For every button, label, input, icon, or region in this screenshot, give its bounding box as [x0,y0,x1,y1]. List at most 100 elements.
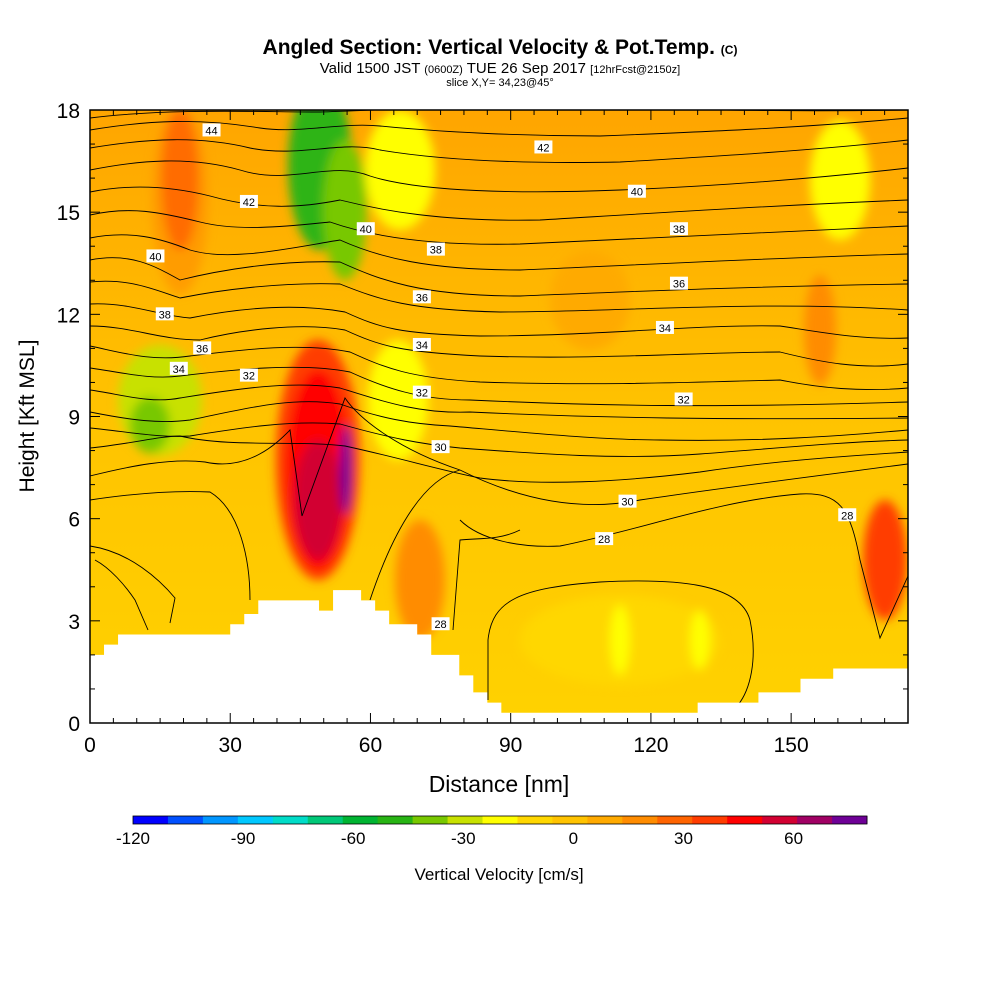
colorbar-swatch [272,816,309,824]
contour-label: 32 [412,385,431,400]
contour-label: 40 [146,249,165,263]
y-tick-label: 15 [57,202,80,225]
contour-label-box [838,508,857,522]
y-tick-label: 9 [68,407,80,430]
colorbar-tick-label: -120 [116,829,150,848]
contour-label: 30 [431,440,450,454]
isentrope [487,580,754,706]
isentrope [90,257,908,297]
colorbar-swatch [377,816,414,824]
contour-label-text: 34 [173,364,185,376]
contour-label: 34 [169,361,188,376]
contour-label-text: 40 [360,224,372,236]
contour-label: 28 [838,508,857,522]
colorbar-swatch [133,816,169,824]
colorbar-tick-label: 30 [674,829,693,848]
contour-label-text: 42 [537,142,549,154]
velocity-field-background [90,110,908,723]
contour-label-box [655,320,674,334]
updraft-region [804,275,836,385]
downdraft-region [810,120,870,240]
contour-label-text: 44 [205,125,217,137]
contour-label: 28 [595,532,614,546]
contour-label-text: 38 [159,309,171,321]
colorbar-swatch [342,816,379,824]
colorbar-tick-label: 60 [784,829,803,848]
contour-label-box [669,222,688,236]
isentrope [90,384,908,420]
contour-label-text: 38 [673,224,685,236]
colorbar-label: Vertical Velocity [cm/s] [414,865,583,884]
downdraft-region [365,110,435,230]
contour-label-box [239,368,258,382]
colorbar-swatch [202,816,239,824]
isentrope [90,139,908,163]
y-axis-label: Height [Kft MSL] [16,340,39,493]
downdraft-region [690,610,710,670]
colorbar-swatch [482,816,518,824]
colorbar-swatch [657,816,693,824]
downdraft-region [323,140,367,280]
contour-labels: 44 42 42 40 40 40 38 38 38 36 36 36 34 34 34 32 32 32 30 30… [146,123,857,631]
colorbar-swatch [447,816,484,824]
contour-label: 36 [193,341,212,355]
contour-label: 38 [155,307,174,321]
valid-prefix: Valid 1500 JST [319,60,421,77]
contour-label: 34 [655,320,674,335]
colorbar-swatch [412,816,449,824]
contour-label-text: 30 [621,497,633,509]
contour-label-box [155,307,174,321]
contour-label-box [674,392,693,406]
y-tick-label: 18 [57,100,80,123]
contour-label: 38 [426,242,445,257]
x-tick-label: 30 [219,734,242,757]
isentrope [90,186,908,221]
contour-label-text: 36 [416,292,428,304]
contour-label: 38 [669,222,688,236]
contour-label-box [169,361,188,375]
colorbar-swatch [832,816,868,824]
isentrope [90,545,176,624]
isentrope [452,529,521,631]
isentrope [90,117,908,137]
isentrope [90,234,908,271]
isentrope [90,366,908,407]
contour-label-text: 34 [659,323,671,335]
contour-label-text: 28 [434,619,446,631]
isentrope [90,210,908,245]
x-axis: 0 30 60 90 120 150 [84,110,909,757]
colorbar-tick-label: -60 [341,829,366,848]
colorbar-frame [132,815,868,825]
colorbar-swatch [727,816,763,824]
chart-title: Angled Section: Vertical Velocity & Pot.… [262,36,715,59]
y-tick-label: 3 [68,611,80,634]
contour-label: 30 [618,494,637,509]
contour-label-box [412,385,431,399]
isentrope [90,303,908,339]
colorbar-swatch [587,816,623,824]
contour-label-box [146,249,165,263]
contour-label-text: 34 [416,340,428,352]
colorbar-swatch [237,816,274,824]
contour-label: 42 [239,194,258,209]
updraft-core [340,425,352,515]
contour-label-text: 38 [430,245,442,257]
contour-label-box [356,222,375,236]
valid-date: TUE 26 Sep 2017 [466,60,586,77]
contour-label-box [412,337,431,351]
chart-title-unit: (C) [720,43,738,57]
colorbar-swatch [692,816,728,824]
contour-label: 44 [202,123,221,137]
chart-title-line: Angled Section: Vertical Velocity & Pot.… [0,36,1000,62]
downdraft-region [610,605,630,675]
contour-label-text: 42 [243,197,255,209]
isentrope [90,435,908,483]
updraft-region [863,500,907,620]
updraft-region [395,520,445,640]
contour-label-box [193,341,212,355]
isentrope [90,345,908,391]
colorbar-swatch [552,816,588,824]
contour-label: 36 [412,290,431,304]
contour-label-text: 36 [673,279,685,291]
